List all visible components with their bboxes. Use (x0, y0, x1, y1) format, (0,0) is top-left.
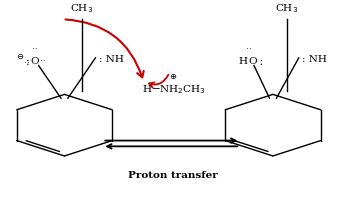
Text: ··: ·· (24, 59, 30, 68)
Text: :: : (256, 57, 263, 67)
Text: ··: ·· (32, 46, 38, 55)
Text: :: : (26, 57, 30, 67)
Text: ··: ·· (40, 57, 46, 66)
Text: H: H (238, 57, 247, 66)
Text: ⊖: ⊖ (16, 52, 23, 61)
FancyArrowPatch shape (65, 20, 144, 77)
Text: H$-$NH$_2$CH$_3$: H$-$NH$_2$CH$_3$ (142, 83, 206, 96)
Text: ··: ·· (246, 46, 252, 55)
Text: O: O (31, 57, 39, 66)
Text: ⊕: ⊕ (170, 72, 176, 81)
Text: O: O (249, 57, 257, 66)
FancyArrowPatch shape (149, 75, 169, 88)
Text: : NH: : NH (99, 55, 124, 64)
Text: Proton transfer: Proton transfer (128, 171, 218, 180)
Text: CH$_3$: CH$_3$ (70, 3, 93, 16)
Text: : NH: : NH (302, 55, 327, 64)
Text: CH$_3$: CH$_3$ (275, 3, 298, 16)
